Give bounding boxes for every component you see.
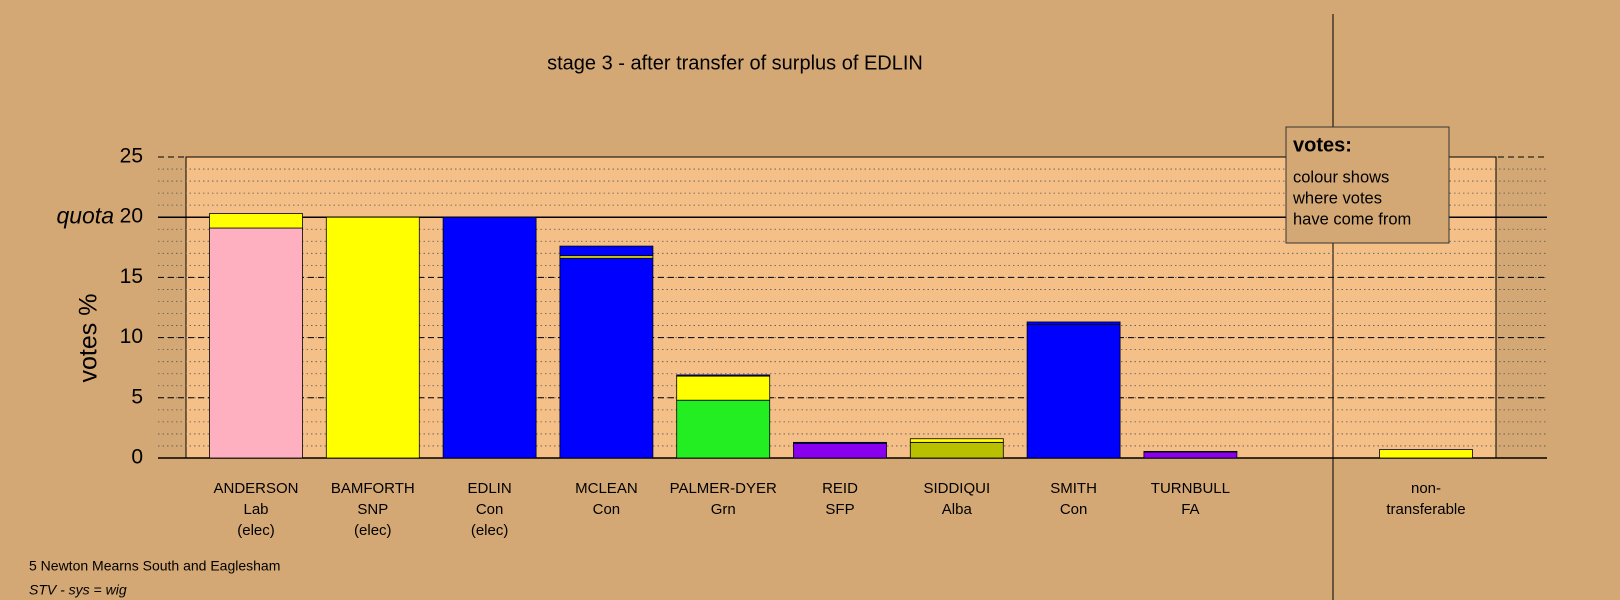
- y-tick-label: 0: [131, 446, 143, 469]
- bar-segment: [209, 227, 303, 459]
- legend-text: colour shows: [1293, 168, 1389, 186]
- chart-title: stage 3 - after transfer of surplus of E…: [547, 52, 923, 74]
- y-tick-label: 20: [120, 205, 143, 228]
- bar-segment: [1143, 451, 1238, 459]
- x-tick-label: EDLIN: [468, 480, 512, 497]
- x-tick-label: Grn: [711, 501, 736, 518]
- bar-segment: [793, 441, 887, 444]
- x-tick-label: (elec): [354, 522, 392, 539]
- bar-segment: [676, 375, 771, 401]
- bar-segment: [209, 213, 303, 229]
- bar-segment: [442, 216, 537, 459]
- x-tick-label: non-: [1411, 480, 1441, 497]
- bar-segment: [676, 399, 771, 459]
- footer: 5 Newton Mearns South and Eaglesham: [29, 558, 280, 574]
- x-tick-label: SMITH: [1050, 480, 1097, 497]
- x-tick-label: TURNBULL: [1151, 480, 1230, 497]
- bar-segment: [793, 443, 887, 459]
- x-tick-label: ANDERSON: [213, 480, 298, 497]
- x-tick-label: BAMFORTH: [331, 480, 415, 497]
- bar-segment: [325, 216, 420, 459]
- y-tick-label: 15: [120, 265, 143, 288]
- x-tick-label: SNP: [357, 501, 388, 518]
- footer: STV - sys = wig: [29, 582, 127, 598]
- y-tick-label: 25: [120, 145, 143, 168]
- legend-text: where votes: [1292, 189, 1382, 207]
- x-tick-label: Con: [476, 501, 504, 518]
- bar-segment: [1143, 450, 1238, 453]
- bar-segment: [1026, 323, 1121, 459]
- x-tick-label: (elec): [237, 522, 275, 539]
- legend-box: [1285, 126, 1450, 244]
- bar-segment: [1379, 449, 1473, 459]
- bar-segment: [676, 374, 771, 377]
- bar-segment: [909, 438, 1004, 443]
- bar-segment: [1026, 321, 1121, 325]
- x-tick-label: SFP: [825, 501, 854, 518]
- x-tick-label: FA: [1181, 501, 1199, 518]
- x-tick-label: Lab: [243, 501, 268, 518]
- x-tick-label: Con: [1060, 501, 1088, 518]
- y-tick-label: 5: [131, 385, 143, 408]
- x-tick-label: Alba: [942, 501, 973, 518]
- bar-segment: [559, 245, 654, 257]
- x-tick-label: SIDDIQUI: [923, 480, 990, 497]
- x-tick-label: PALMER-DYER: [670, 480, 777, 497]
- x-tick-label: transferable: [1386, 501, 1465, 518]
- x-tick-label: MCLEAN: [575, 480, 638, 497]
- bar-segment: [559, 257, 654, 459]
- bar-segment: [909, 441, 1004, 459]
- x-tick-label: (elec): [471, 522, 509, 539]
- legend-title: votes:: [1293, 134, 1352, 156]
- x-tick-label: REID: [822, 480, 858, 497]
- quota-label: quota: [56, 202, 114, 228]
- legend-text: have come from: [1293, 210, 1411, 228]
- y-axis-label: votes %: [75, 294, 103, 383]
- x-tick-label: Con: [593, 501, 621, 518]
- y-tick-label: 10: [120, 325, 143, 348]
